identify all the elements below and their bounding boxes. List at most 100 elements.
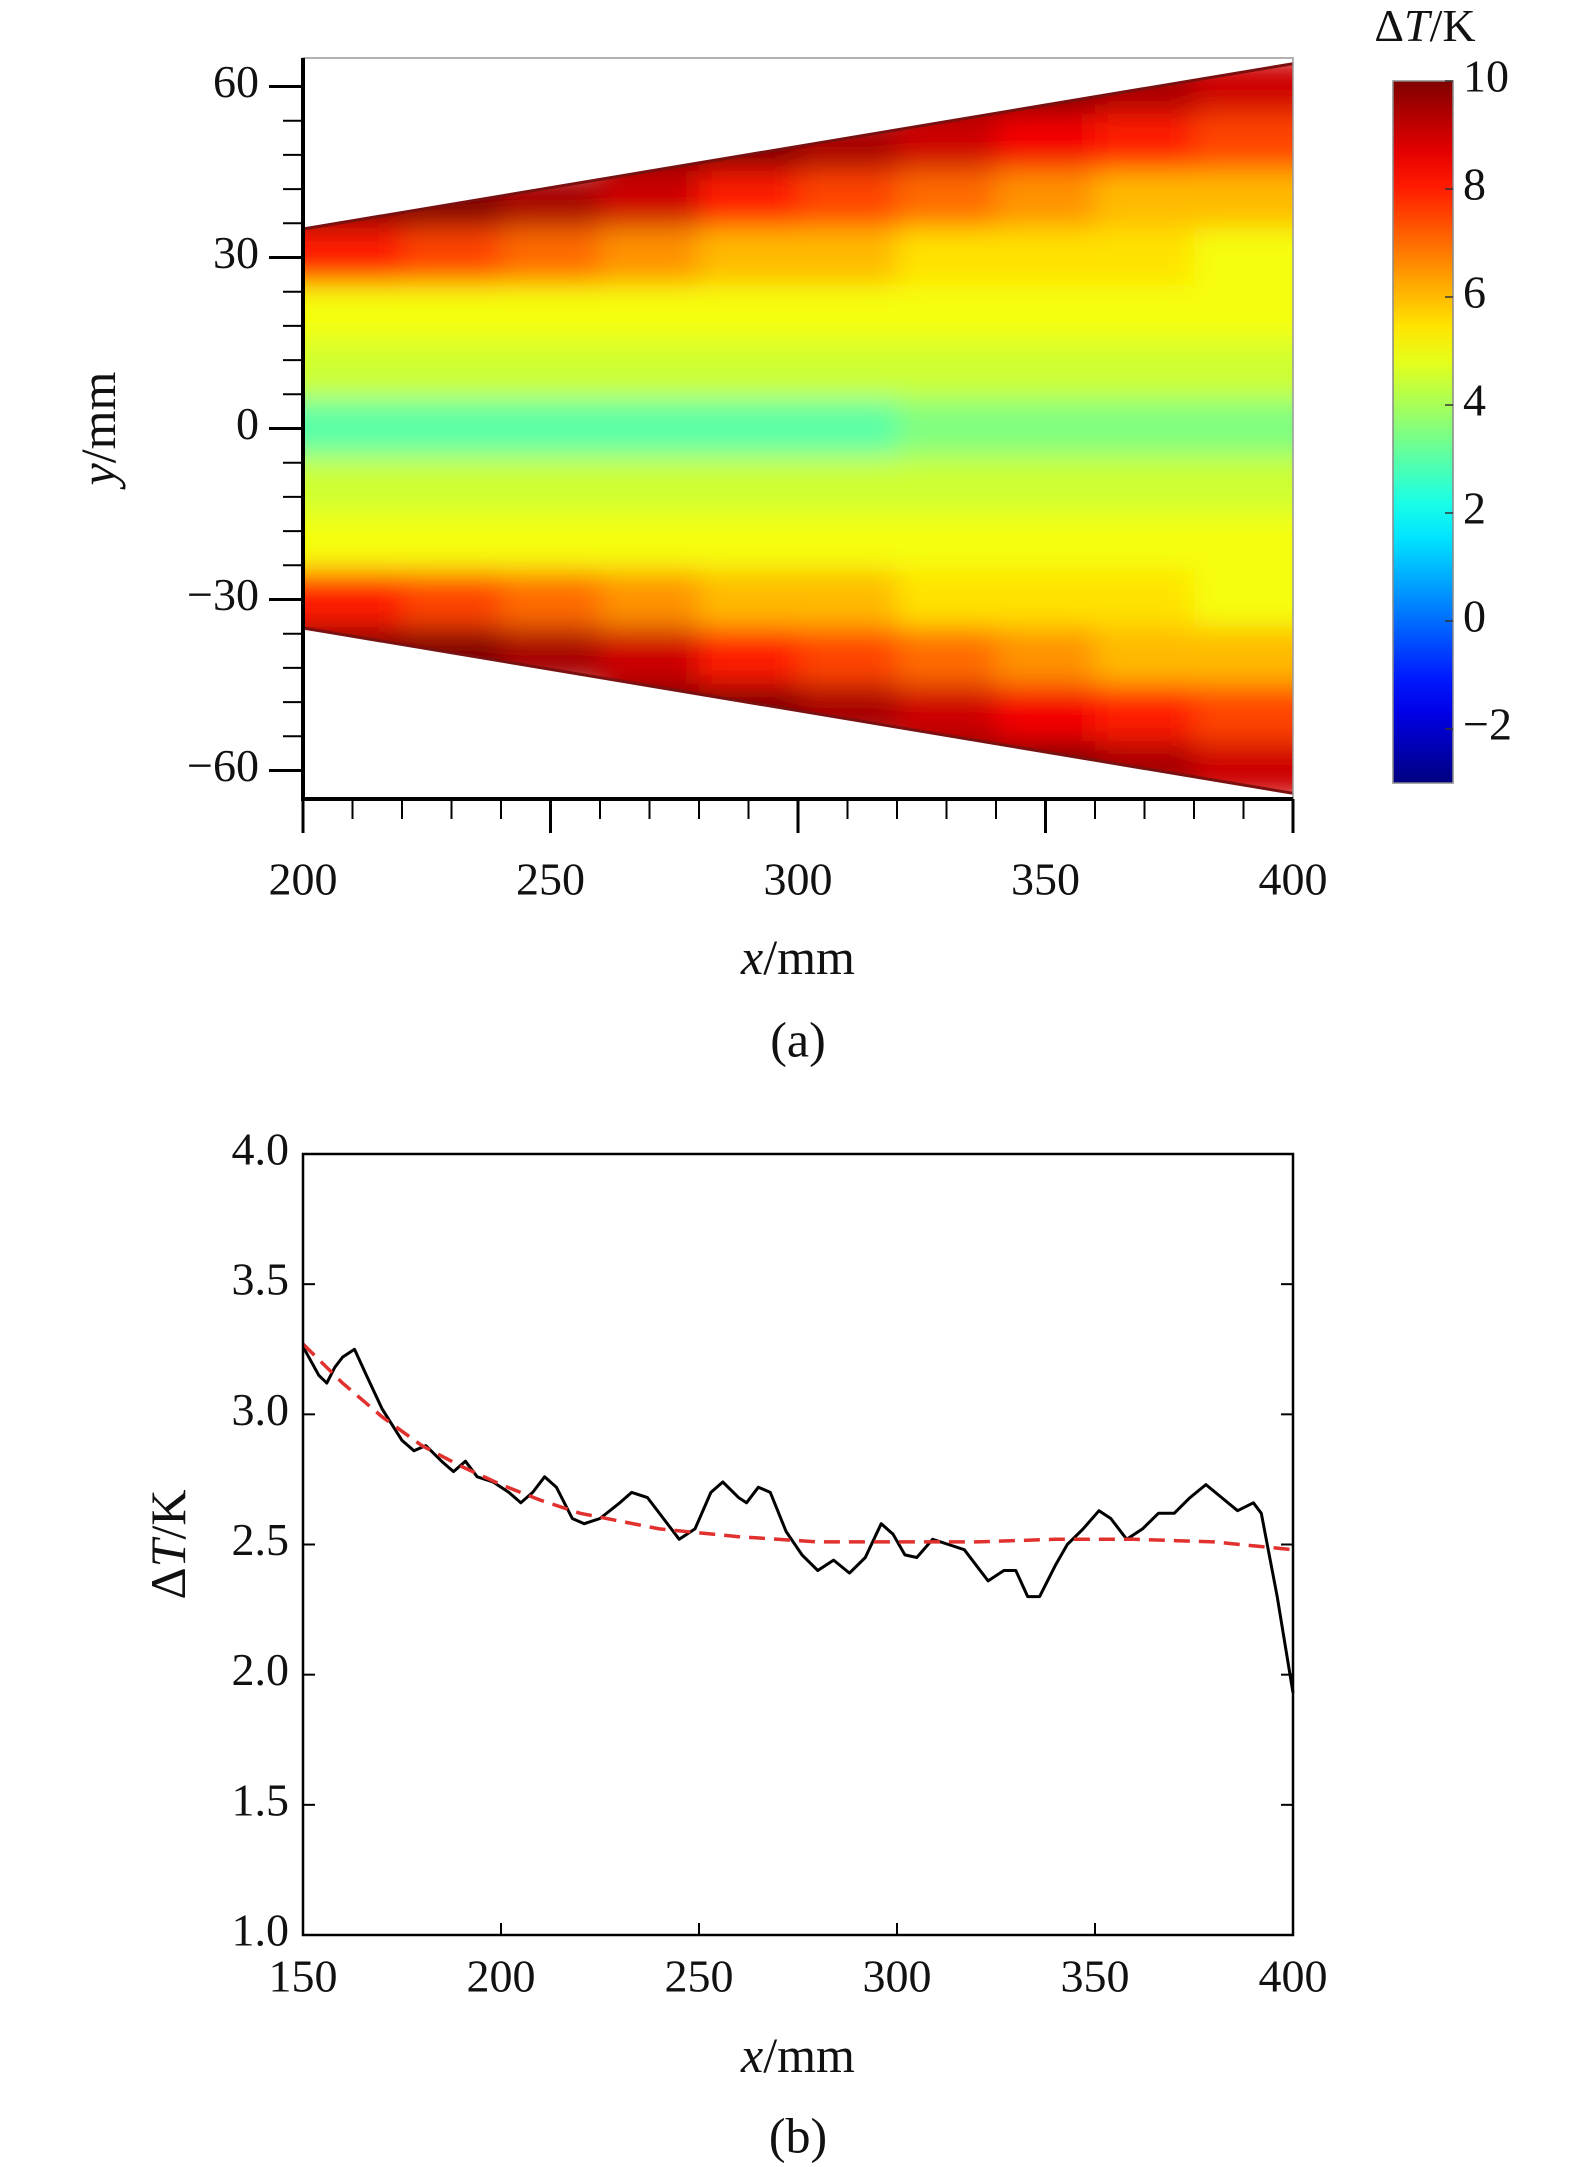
heat-cell: [699, 513, 799, 572]
x-tick-label: 150: [269, 1951, 338, 2002]
heat-cell: [1095, 228, 1195, 287]
heat-cell: [897, 456, 997, 515]
heat-cell: [798, 285, 898, 344]
x-tick-label: 300: [863, 1951, 932, 2002]
colorbar-tick-label: 10: [1463, 51, 1509, 102]
heat-cell: [1095, 570, 1195, 629]
colorbar-tick-label: 4: [1463, 375, 1486, 426]
heat-cell: [501, 570, 601, 629]
heat-cell: [1095, 171, 1195, 230]
x-tick-label: 400: [1259, 854, 1328, 905]
y-tick-label: 3.0: [232, 1384, 290, 1435]
heat-cell: [501, 285, 601, 344]
heat-cell: [996, 741, 1096, 794]
heat-cell: [699, 171, 799, 230]
heat-cell: [600, 228, 700, 287]
heat-cell: [798, 627, 898, 686]
heat-cell: [699, 684, 799, 743]
heat-cell: [699, 570, 799, 629]
x-tick-label: 250: [665, 1951, 734, 2002]
heat-cell: [897, 342, 997, 401]
heat-cell: [996, 456, 1096, 515]
heat-cell: [996, 399, 1096, 458]
heat-cell: [1194, 114, 1293, 173]
heat-cell: [1194, 171, 1293, 230]
data-line: [301, 1342, 1294, 1552]
heat-cell: [600, 399, 700, 458]
data-line: [301, 1345, 1295, 1694]
heat-cell: [1095, 741, 1195, 794]
x-tick-label: 350: [1011, 854, 1080, 905]
heat-cell: [501, 627, 601, 686]
heat-cell: [402, 513, 502, 572]
heat-cell: [1095, 63, 1195, 116]
heat-cell: [402, 342, 502, 401]
heat-cell: [996, 63, 1096, 116]
y-tick-label: 4.0: [232, 1124, 290, 1175]
heat-cell: [600, 285, 700, 344]
heat-cell: [1194, 684, 1293, 743]
heat-cell: [600, 342, 700, 401]
x-tick-label: 250: [516, 854, 585, 905]
heat-cell: [699, 228, 799, 287]
heat-cell: [303, 570, 403, 629]
heat-cell: [600, 456, 700, 515]
heat-cell: [501, 399, 601, 458]
heat-cell: [897, 513, 997, 572]
heat-cell: [600, 171, 700, 230]
x-tick-label: 350: [1061, 1951, 1130, 2002]
y-axis-label: y/mm: [70, 371, 126, 490]
heat-cell: [402, 627, 502, 686]
heat-cell: [699, 399, 799, 458]
mask-upper-edge: [302, 62, 1294, 231]
heat-cell: [699, 627, 799, 686]
colorbar-label: ΔT/K: [1374, 0, 1475, 51]
y-tick-label: 1.0: [232, 1905, 290, 1956]
heat-cell: [996, 114, 1096, 173]
heat-cell: [699, 342, 799, 401]
caption: (a): [770, 1011, 826, 1067]
plot-frame: [301, 1152, 1295, 1937]
colorbar-tick-label: −2: [1463, 699, 1512, 750]
y-tick-label: 2.5: [232, 1514, 290, 1565]
heat-cell: [1095, 513, 1195, 572]
heat-cell: [1095, 285, 1195, 344]
heat-cell: [402, 399, 502, 458]
mask-lower-edge: [302, 626, 1294, 795]
heat-cell: [600, 570, 700, 629]
heat-cell: [303, 342, 403, 401]
heat-cell: [699, 456, 799, 515]
heat-cell: [402, 171, 502, 230]
heat-cell: [996, 342, 1096, 401]
heat-cell: [303, 627, 403, 686]
heat-cell: [897, 627, 997, 686]
heat-cell: [1194, 399, 1293, 458]
heat-cell: [600, 627, 700, 686]
heat-cell: [996, 684, 1096, 743]
heat-cell: [501, 342, 601, 401]
heat-cell: [303, 171, 403, 230]
heat-cell: [1194, 570, 1293, 629]
heat-cell: [798, 342, 898, 401]
heat-cell: [303, 513, 403, 572]
heat-cell: [897, 570, 997, 629]
heat-cell: [402, 285, 502, 344]
heat-cell: [798, 513, 898, 572]
heat-cell: [1194, 63, 1293, 116]
heat-cell: [798, 228, 898, 287]
heat-cell: [996, 228, 1096, 287]
heat-cell: [600, 513, 700, 572]
heat-cell: [1194, 228, 1293, 287]
heat-cell: [402, 456, 502, 515]
heatmap: [303, 63, 1293, 794]
colorbar-tick-label: 6: [1463, 267, 1486, 318]
y-tick-label: 0: [236, 398, 259, 449]
heat-cell: [1095, 114, 1195, 173]
heat-cell: [996, 570, 1096, 629]
heatmap-cells: [303, 63, 1293, 794]
heat-cell: [1194, 456, 1293, 515]
y-axis-label: ΔT/K: [140, 1490, 196, 1600]
heat-cell: [897, 228, 997, 287]
heat-cell: [897, 741, 997, 794]
